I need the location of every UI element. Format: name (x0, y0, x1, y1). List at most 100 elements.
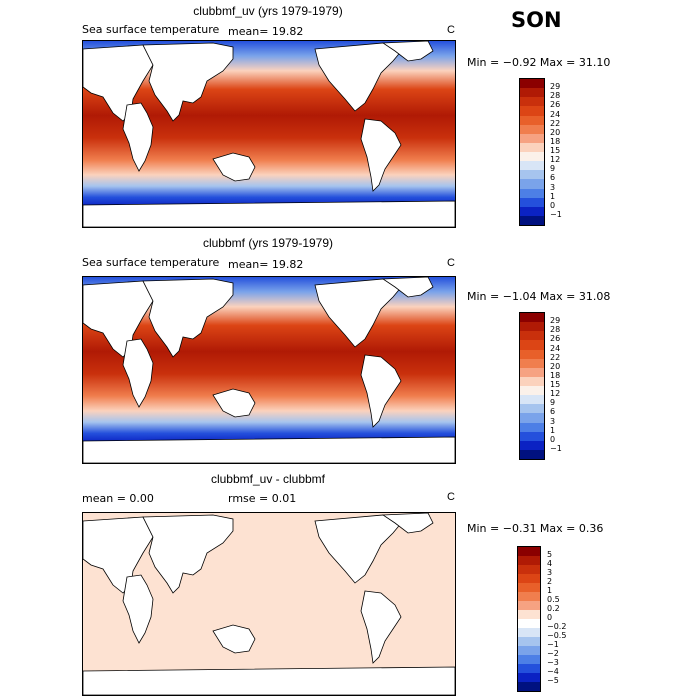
panel3-color-swatch (518, 547, 540, 556)
panel3-color-swatch (518, 628, 540, 637)
panel2-tick-label: 18 (550, 370, 561, 380)
panel1-subtitle: Sea surface temperature (82, 23, 220, 36)
panel3-tick-label: 5 (547, 550, 553, 559)
panel3-tick-label: 3 (547, 568, 553, 577)
panel2-tick-label: 3 (550, 416, 556, 426)
panel2-tick-label: 22 (550, 352, 561, 362)
panel2-color-swatch (520, 358, 544, 368)
panel1-tick-label: 6 (550, 173, 556, 183)
panel2-tick-label: 1 (550, 425, 556, 435)
panel2-unit: C (447, 257, 455, 269)
panel3-color-swatch (518, 610, 540, 619)
season-label: SON (511, 8, 562, 32)
panel2-tick-label: 6 (550, 407, 556, 417)
panel1-land (83, 41, 455, 227)
panel2-map-svg (83, 277, 455, 463)
panel3-color-swatch (518, 592, 540, 601)
panel3-tick-label: −0.5 (547, 631, 567, 640)
panel1-tick-label: 20 (550, 127, 561, 137)
panel2-subtitle: Sea surface temperature (82, 256, 220, 269)
panel3-color-swatch (518, 682, 540, 691)
panel2-color-swatch (520, 413, 544, 423)
panel1-minmax: Min = −0.92 Max = 31.10 (467, 56, 611, 69)
panel2-tick-label: −1 (550, 443, 562, 453)
panel2-color-swatch (520, 431, 544, 441)
panel3-color-swatch (518, 565, 540, 574)
panel3-tick-label: 2 (547, 577, 553, 586)
panel1-color-swatch (520, 161, 544, 171)
panel1-color-swatch (520, 142, 544, 152)
panel3-land (83, 513, 455, 695)
panel1-color-swatch (520, 188, 544, 198)
panel1-color-swatch (520, 79, 544, 89)
panel2-tick-label: 20 (550, 361, 561, 371)
panel1-tick-label: 3 (550, 182, 556, 192)
panel2-color-swatch (520, 440, 544, 450)
panel2-colorbar-ticks: 29 28 26 24 22 20 18 15 12 9 6 3 1 0 −1 (548, 312, 588, 458)
panel1-color-swatch (520, 124, 544, 134)
panel1-colorbar (519, 78, 545, 226)
panel3-color-swatch (518, 556, 540, 565)
panel3-unit: C (447, 491, 455, 503)
panel2-color-swatch (520, 340, 544, 350)
panel2-tick-label: 9 (550, 398, 556, 408)
panel3-tick-label: −3 (547, 658, 559, 667)
panel2-land (83, 277, 455, 463)
panel3-tick-label: −5 (547, 676, 559, 685)
panel3-tick-label: 1 (547, 586, 553, 595)
panel3-tick-label: 0.2 (547, 604, 560, 613)
panel2-color-swatch (520, 395, 544, 405)
panel2-color-swatch (520, 313, 544, 323)
panel1-color-swatch (520, 133, 544, 143)
panel3-tick-label: 0 (547, 613, 553, 622)
panel2-mean: mean= 19.82 (228, 258, 304, 271)
panel2-map (82, 276, 456, 464)
panel2-color-swatch (520, 376, 544, 386)
panel1-tick-label: 1 (550, 191, 556, 201)
panel1-color-swatch (520, 97, 544, 107)
panel1-color-swatch (520, 152, 544, 162)
panel3-color-swatch (518, 583, 540, 592)
panel3-rmse: rmse = 0.01 (228, 492, 297, 505)
panel1-unit: C (447, 24, 455, 36)
panel1-tick-label: 29 (550, 82, 561, 92)
panel3-color-swatch (518, 637, 540, 646)
panel1-map-svg (83, 41, 455, 227)
panel1-map (82, 40, 456, 228)
panel3-color-swatch (518, 574, 540, 583)
panel2-tick-label: 24 (550, 343, 561, 353)
panel3-color-swatch (518, 619, 540, 628)
panel3-map-svg (83, 513, 455, 695)
panel3-colorbar (517, 546, 541, 692)
panel1-color-swatch (520, 88, 544, 98)
panel3-color-swatch (518, 655, 540, 664)
panel3-tick-label: −1 (547, 640, 559, 649)
panel1-tick-label: 22 (550, 118, 561, 128)
panel3-color-swatch (518, 664, 540, 673)
panel2-title: clubbmf (yrs 1979-1979) (202, 236, 334, 250)
panel1-tick-label: 0 (550, 200, 556, 210)
panel3-tick-label: 4 (547, 559, 553, 568)
panel1-tick-label: 9 (550, 164, 556, 174)
panel2-tick-label: 28 (550, 325, 561, 335)
panel1-color-swatch (520, 115, 544, 125)
panel1-tick-label: 28 (550, 91, 561, 101)
panel2-color-swatch (520, 322, 544, 332)
panel3-tick-label: −4 (547, 667, 559, 676)
panel3-color-swatch (518, 673, 540, 682)
panel1-color-swatch (520, 170, 544, 180)
panel3-colorbar-ticks: 5 4 3 2 1 0.5 0.2 0 −0.2 −0.5 −1 −2 −3 −4 −5 (545, 546, 585, 690)
panel2-color-swatch (520, 449, 544, 459)
panel2-color-swatch (520, 331, 544, 341)
panel1-tick-label: 12 (550, 155, 561, 165)
panel2-tick-label: 29 (550, 316, 561, 326)
panel3-tick-label: −2 (547, 649, 559, 658)
panel2-minmax: Min = −1.04 Max = 31.08 (467, 290, 611, 303)
panel3-map (82, 512, 456, 696)
panel1-tick-label: 18 (550, 136, 561, 146)
panel1-color-swatch (520, 197, 544, 207)
panel1-color-swatch (520, 179, 544, 189)
panel1-title: clubbmf_uv (yrs 1979-1979) (193, 4, 343, 18)
panel2-tick-label: 26 (550, 334, 561, 344)
panel3-mean: mean = 0.00 (82, 492, 154, 505)
